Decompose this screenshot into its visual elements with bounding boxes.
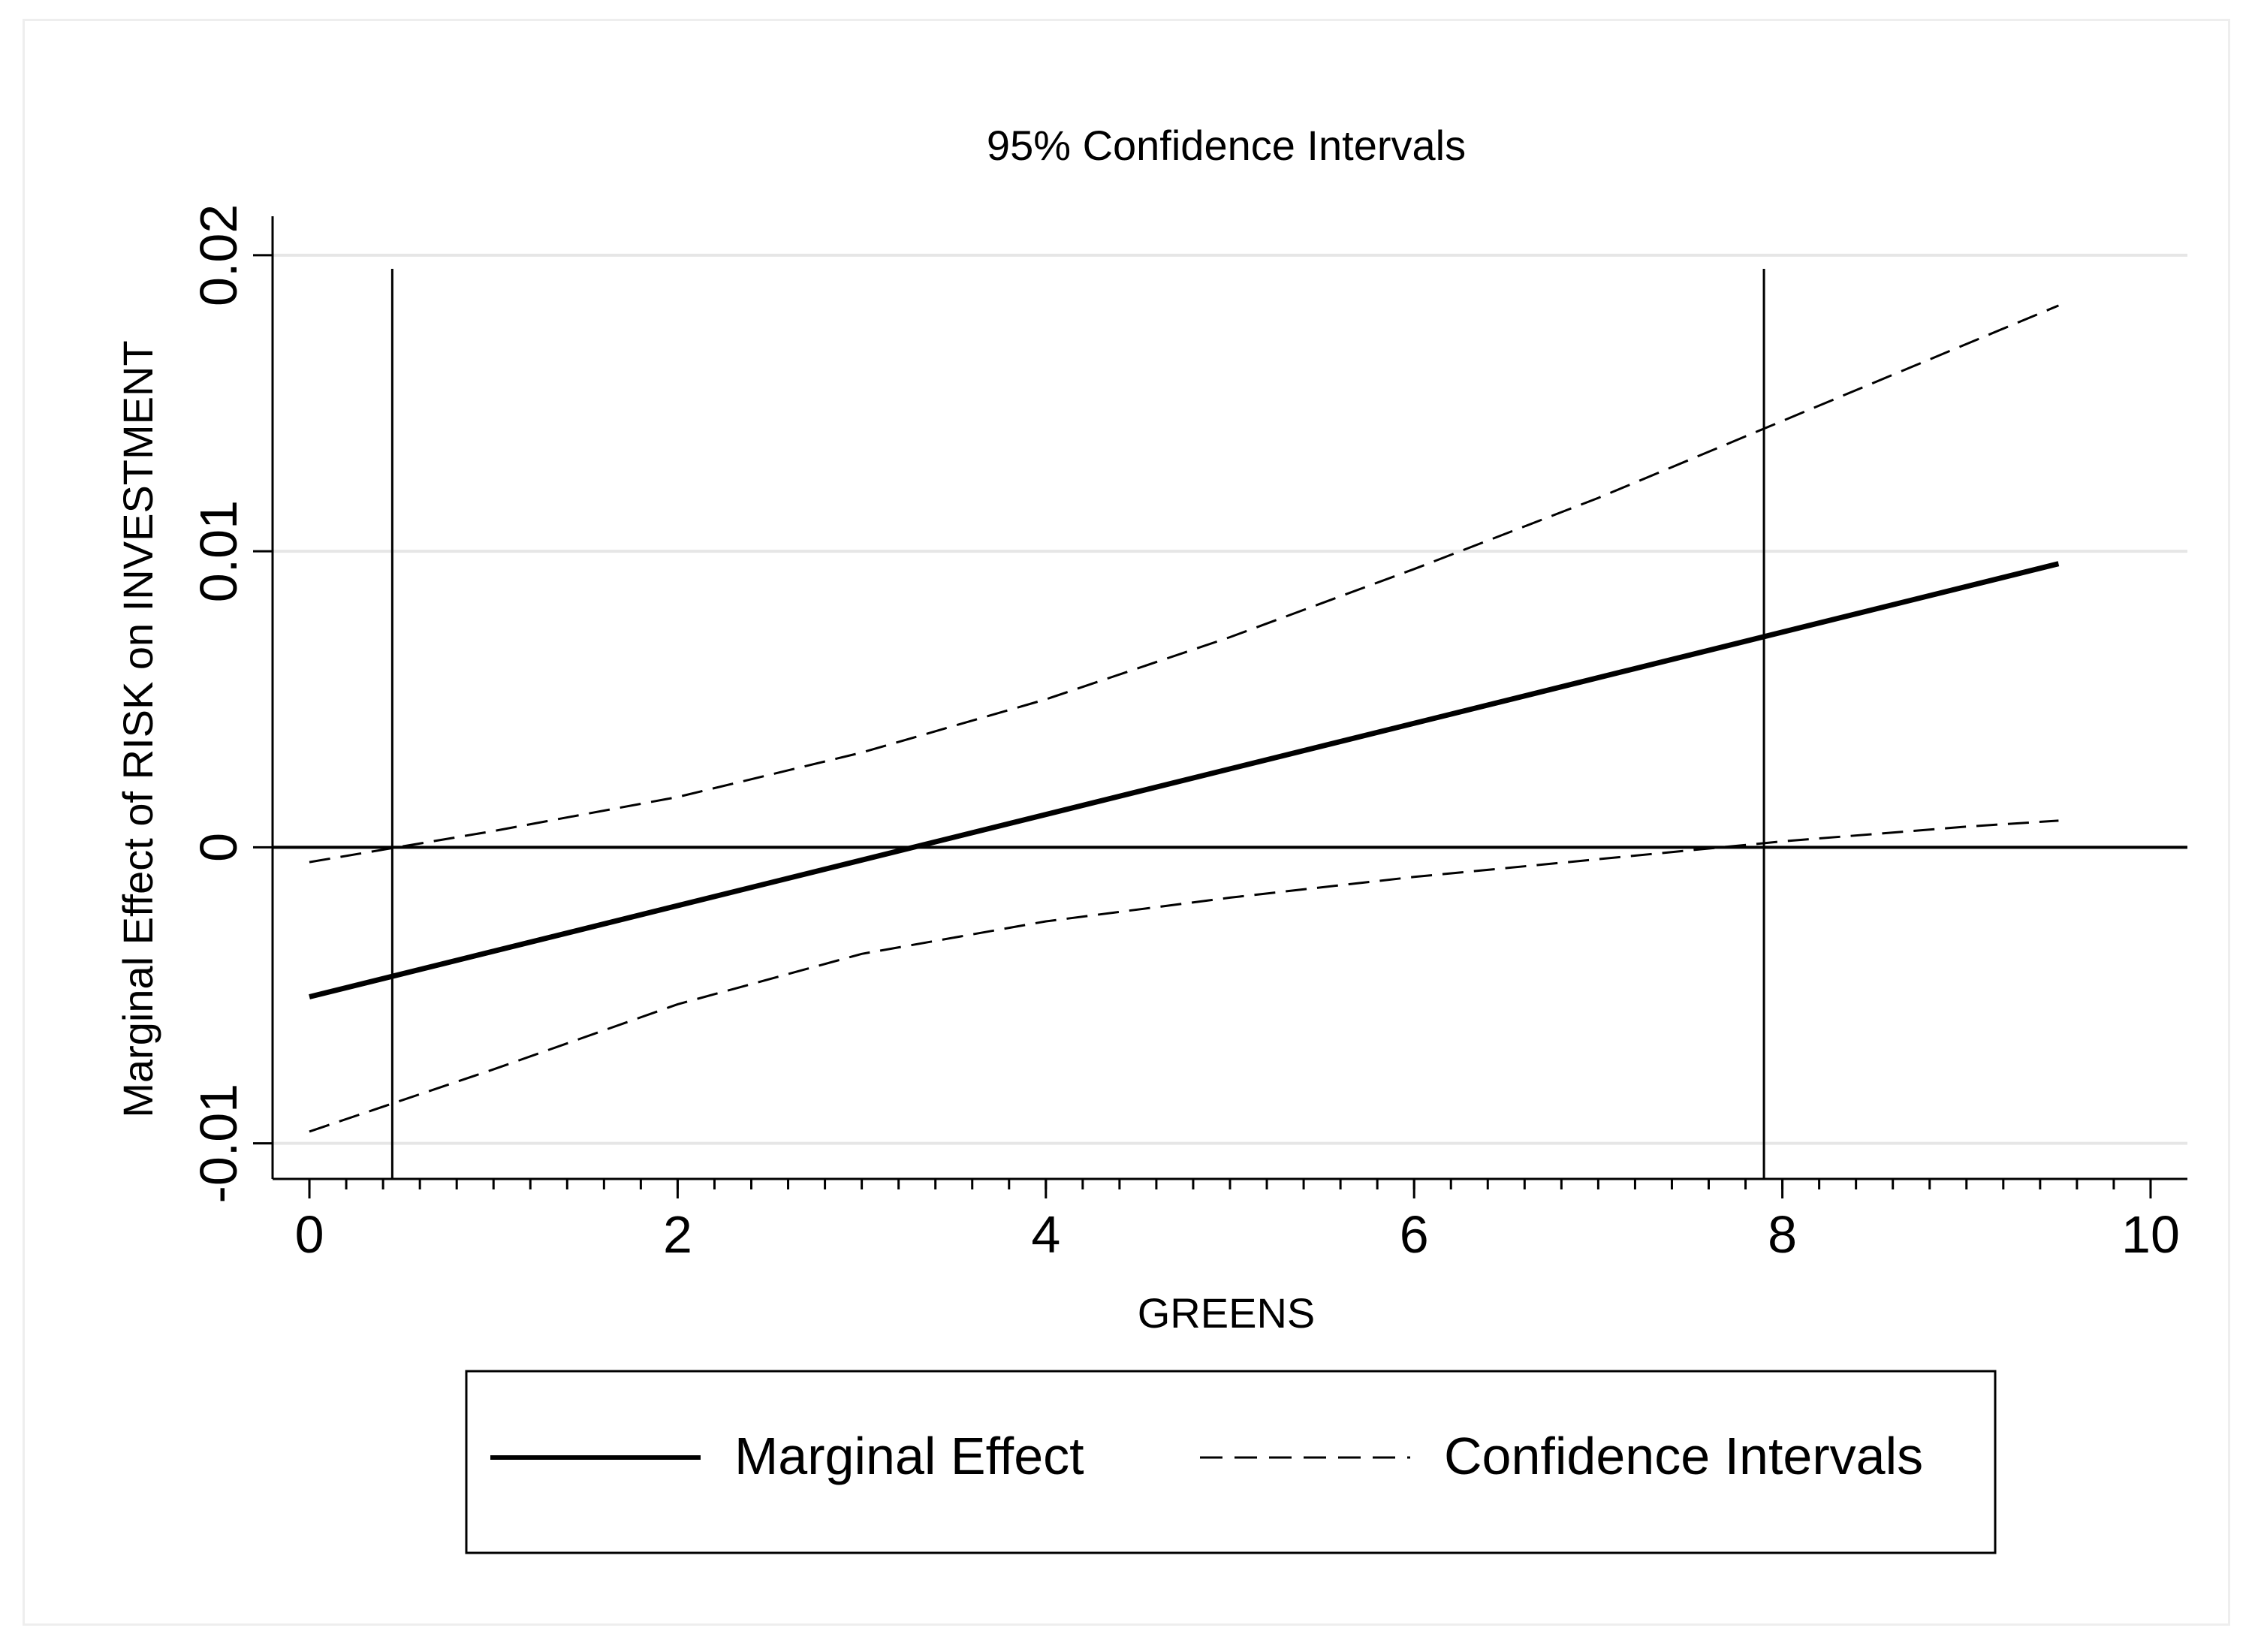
x-tick-label-5: 10	[2121, 1205, 2180, 1264]
upper-ci-line	[309, 304, 2059, 864]
axis-layer: 0 2 4 6 8 10 -0.01 0 0.01 0.02	[189, 204, 2187, 1264]
x-axis-label: GREENS	[1138, 1289, 1316, 1337]
x-tick-label-3: 6	[1400, 1205, 1429, 1264]
y-tick-label-3: 0.02	[189, 204, 248, 306]
chart-title: 95% Confidence Intervals	[987, 122, 1466, 169]
x-tick-label-1: 2	[663, 1205, 692, 1264]
lower-ci-line	[309, 819, 2059, 1133]
chart-frame: 0 2 4 6 8 10 -0.01 0 0.01 0.02 95% Confidence Int…	[23, 19, 2230, 1626]
y-tick-label-0: -0.01	[189, 1084, 248, 1204]
marginal-effect-line	[309, 561, 2060, 999]
y-tick-label-2: 0.01	[189, 500, 248, 602]
x-tick-label-4: 8	[1768, 1205, 1797, 1264]
legend-box	[465, 1370, 1997, 1554]
x-tick-label-2: 4	[1031, 1205, 1060, 1264]
chart-canvas: 0 2 4 6 8 10 -0.01 0 0.01 0.02 95% Confidence Int…	[114, 122, 2187, 1554]
legend: Marginal Effect Confidence Intervals	[465, 1370, 1997, 1554]
grid-layer	[273, 253, 2187, 1145]
legend-label-confidence-intervals: Confidence Intervals	[1444, 1427, 1923, 1485]
legend-label-marginal-effect: Marginal Effect	[734, 1427, 1084, 1485]
y-axis-label: Marginal Effect of RISK on INVESTMENT	[114, 340, 161, 1117]
x-tick-label-0: 0	[295, 1205, 324, 1264]
vertical-lines-layer	[390, 269, 1765, 1179]
y-tick-label-1: 0	[189, 833, 248, 862]
series-layer	[309, 304, 2060, 1133]
